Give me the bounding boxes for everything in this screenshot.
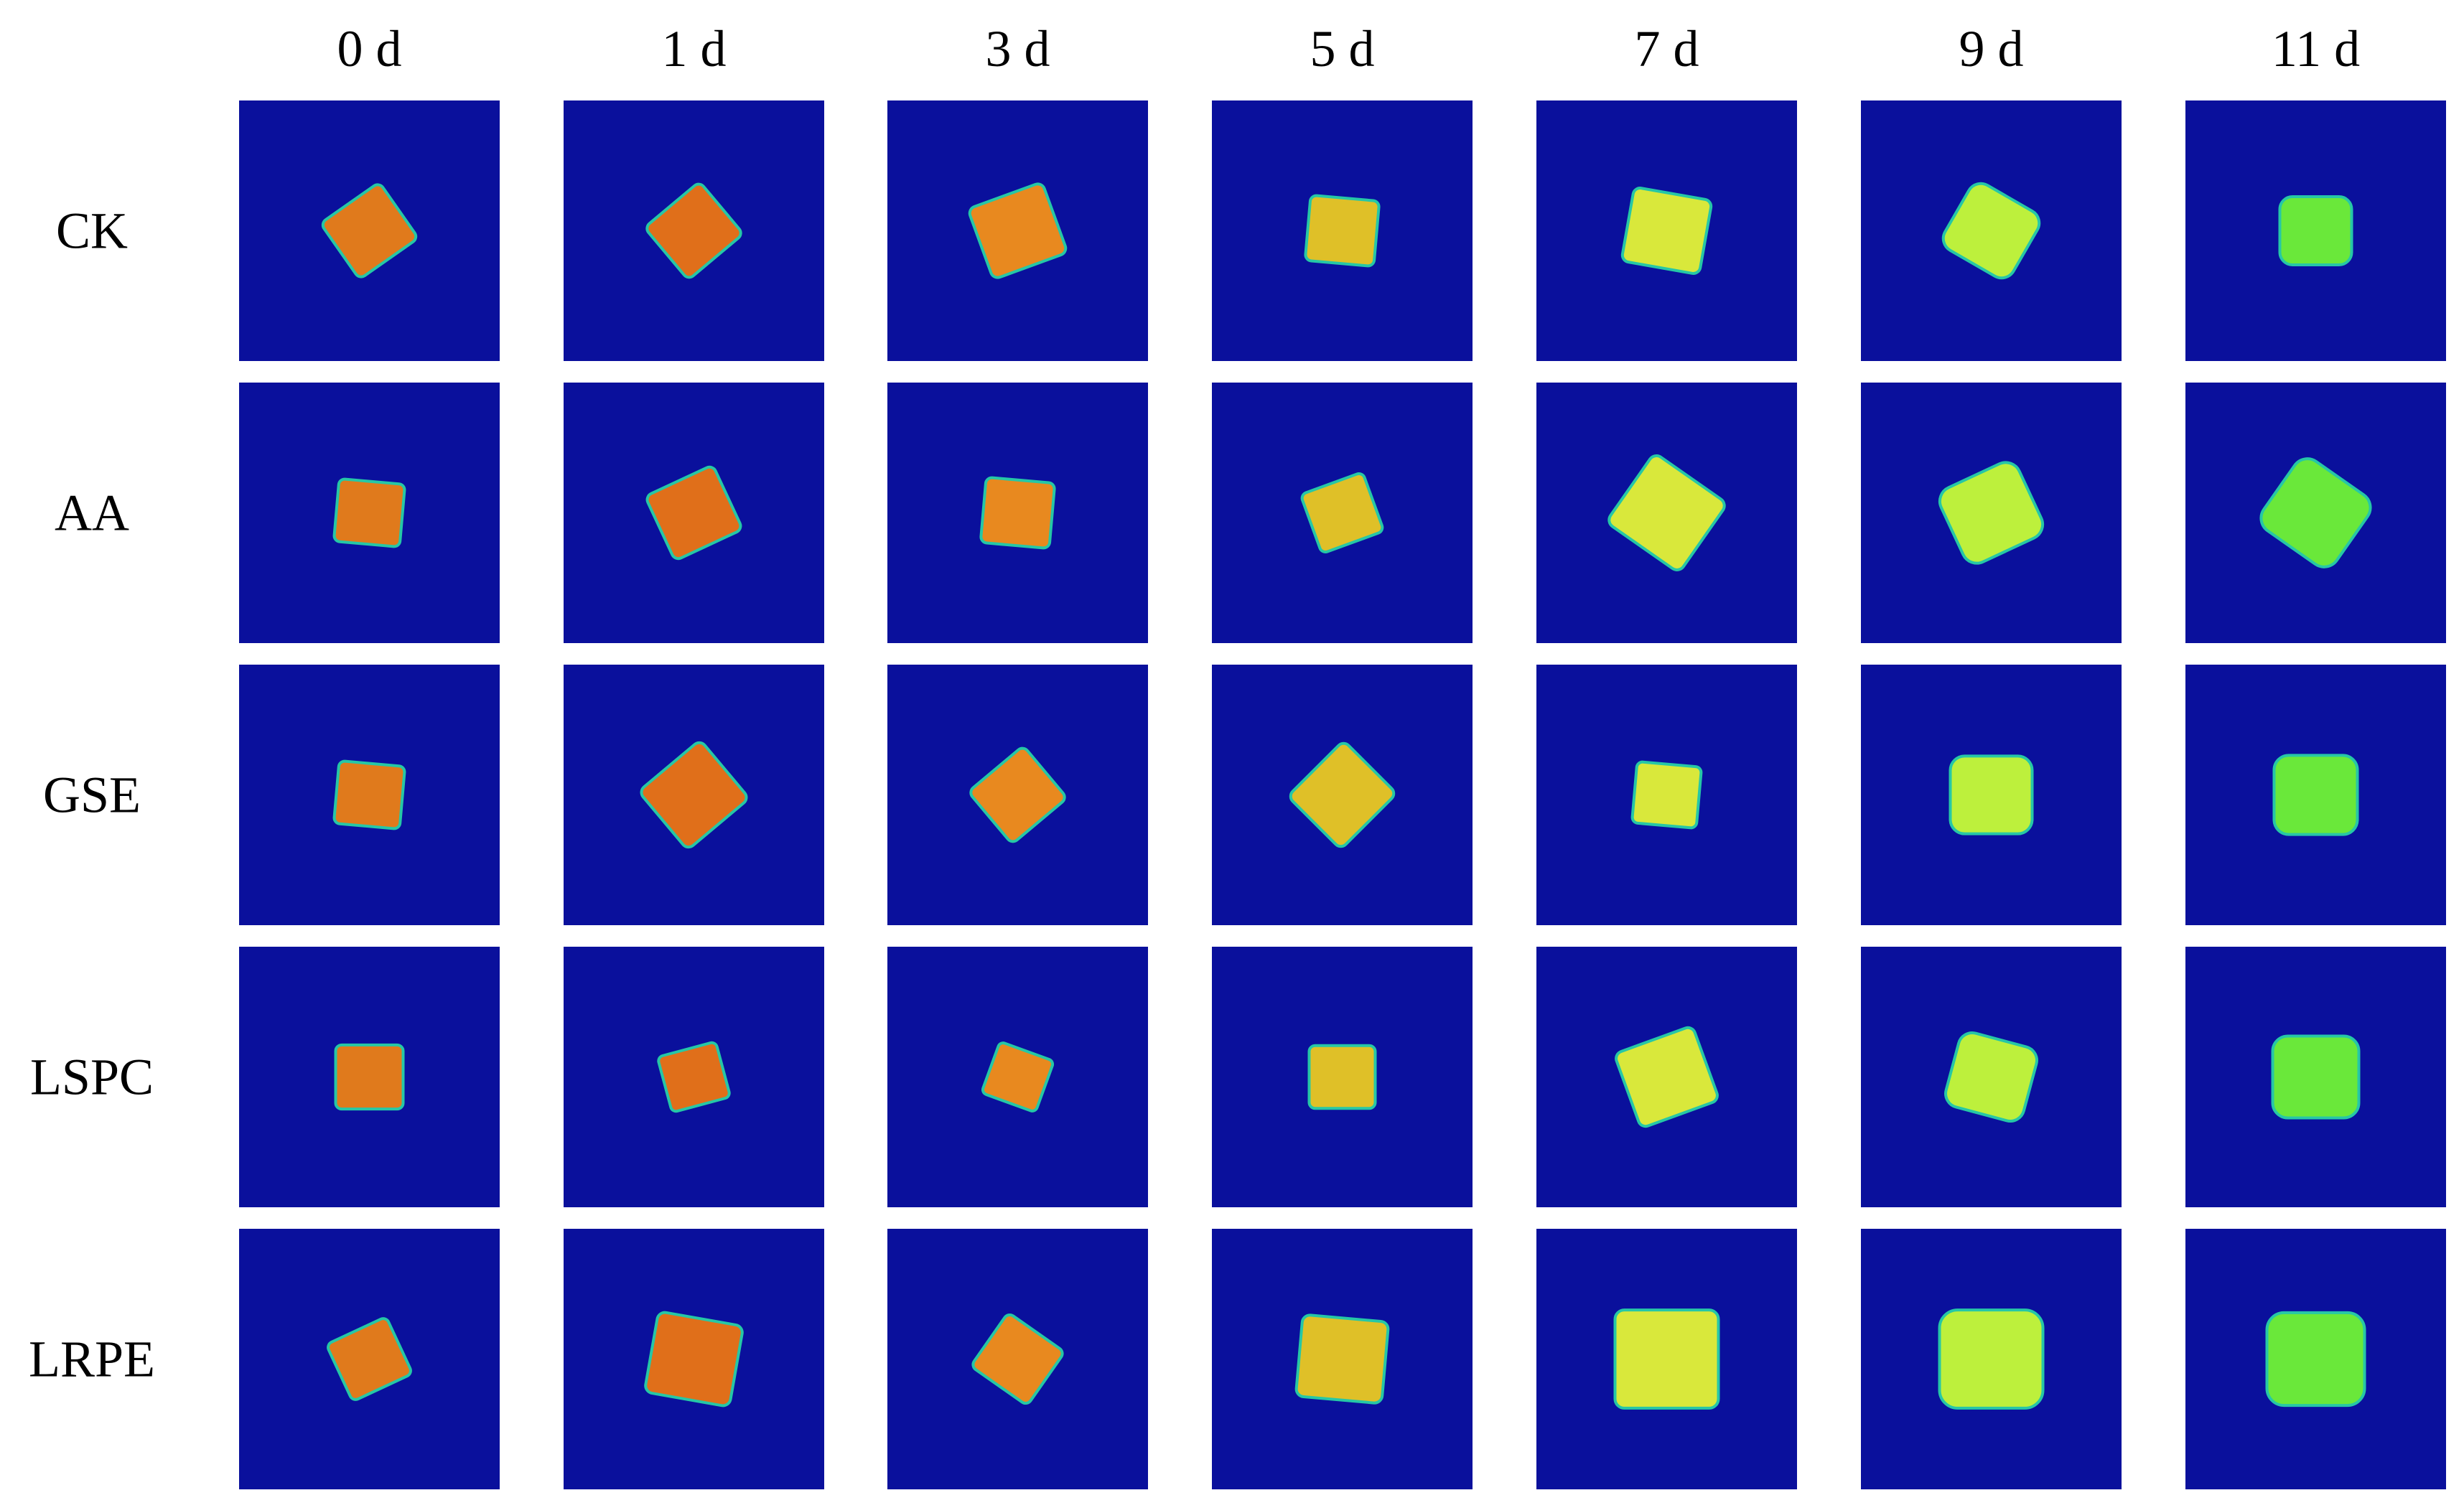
row-label: AA xyxy=(55,484,129,542)
image-panel xyxy=(1861,383,2122,643)
image-panel xyxy=(1212,665,1473,925)
image-panel xyxy=(1861,100,2122,361)
image-panel xyxy=(2185,665,2446,925)
sample-specimen xyxy=(1607,454,1726,571)
column-header: 3 d xyxy=(986,20,1050,78)
row-label: CK xyxy=(56,202,128,260)
column-header: 11 d xyxy=(2272,20,2360,78)
sample-specimen xyxy=(657,1041,731,1113)
image-panel xyxy=(239,665,500,925)
image-panel xyxy=(1861,665,2122,925)
image-panel xyxy=(1212,1229,1473,1489)
image-panel xyxy=(1861,947,2122,1207)
image-panel xyxy=(1861,1229,2122,1489)
image-panel xyxy=(887,665,1148,925)
sample-specimen xyxy=(1615,1026,1719,1128)
image-panel xyxy=(564,383,824,643)
image-panel xyxy=(1212,947,1473,1207)
sample-specimen xyxy=(644,1311,744,1408)
sample-specimen xyxy=(1941,182,2041,280)
image-panel xyxy=(564,665,824,925)
sample-specimen xyxy=(968,182,1068,279)
image-panel xyxy=(2185,947,2446,1207)
sample-specimen xyxy=(2271,1034,2361,1120)
row-label: LSPC xyxy=(30,1049,154,1106)
sample-specimen xyxy=(1938,1308,2045,1410)
image-panel xyxy=(1536,665,1797,925)
column-header: 5 d xyxy=(1310,20,1375,78)
sample-specimen xyxy=(645,465,742,561)
sample-specimen xyxy=(971,1313,1064,1405)
sample-specimen xyxy=(332,759,406,830)
sample-specimen xyxy=(1949,754,2034,835)
sample-specimen xyxy=(1944,1031,2038,1123)
column-header: 0 d xyxy=(337,20,402,78)
image-panel xyxy=(564,100,824,361)
image-panel xyxy=(2185,383,2446,643)
image-panel xyxy=(887,1229,1148,1489)
row-label: LRPE xyxy=(29,1331,155,1388)
image-panel xyxy=(1536,383,1797,643)
image-panel xyxy=(1212,383,1473,643)
image-panel xyxy=(2185,100,2446,361)
image-panel xyxy=(239,100,500,361)
sample-specimen xyxy=(1613,1308,1720,1410)
sample-specimen xyxy=(2265,1311,2366,1408)
image-panel xyxy=(887,100,1148,361)
image-panel xyxy=(1536,100,1797,361)
column-header: 7 d xyxy=(1635,20,1699,78)
sample-specimen xyxy=(321,183,418,278)
image-panel xyxy=(239,947,500,1207)
image-panel xyxy=(239,1229,500,1489)
sample-specimen xyxy=(1630,760,1703,830)
sample-specimen xyxy=(640,741,748,849)
sample-specimen xyxy=(969,746,1066,843)
image-panel xyxy=(1536,1229,1797,1489)
sample-specimen xyxy=(327,1317,412,1401)
sample-specimen xyxy=(1294,1313,1390,1405)
sample-specimen xyxy=(2278,195,2353,266)
sample-specimen xyxy=(1620,187,1713,275)
sample-specimen xyxy=(1300,472,1384,553)
sample-specimen xyxy=(1304,194,1381,268)
sample-specimen xyxy=(645,182,742,279)
row-label: GSE xyxy=(43,767,141,824)
image-panel xyxy=(887,947,1148,1207)
sample-specimen xyxy=(332,477,406,548)
sample-specimen xyxy=(334,1043,405,1111)
sample-specimen xyxy=(2259,457,2372,568)
image-panel xyxy=(1212,100,1473,361)
sample-specimen xyxy=(979,476,1056,550)
sample-specimen xyxy=(1307,1044,1377,1110)
sample-specimen xyxy=(981,1041,1055,1113)
image-panel xyxy=(564,1229,824,1489)
column-header: 1 d xyxy=(662,20,727,78)
column-header: 9 d xyxy=(1959,20,2024,78)
sample-specimen xyxy=(2272,754,2359,836)
image-panel xyxy=(887,383,1148,643)
sample-specimen xyxy=(1289,741,1396,848)
image-panel xyxy=(239,383,500,643)
image-panel xyxy=(1536,947,1797,1207)
image-panel xyxy=(2185,1229,2446,1489)
sample-specimen xyxy=(1938,461,2045,565)
image-panel xyxy=(564,947,824,1207)
